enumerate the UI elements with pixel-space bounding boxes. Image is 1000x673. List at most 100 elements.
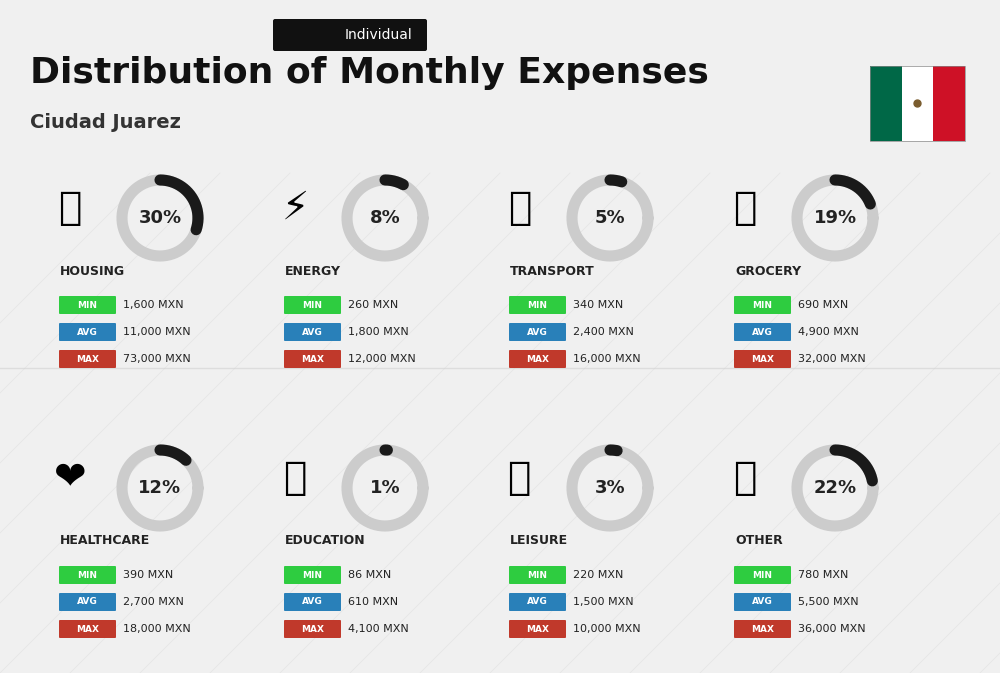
Text: MAX: MAX [526,625,549,633]
Text: 8%: 8% [370,209,400,227]
FancyBboxPatch shape [902,65,933,141]
FancyBboxPatch shape [734,593,791,611]
FancyBboxPatch shape [734,296,791,314]
Text: 32,000 MXN: 32,000 MXN [798,354,866,364]
Text: 610 MXN: 610 MXN [348,597,398,607]
Text: 12,000 MXN: 12,000 MXN [348,354,416,364]
FancyBboxPatch shape [734,323,791,341]
Text: 🛍️: 🛍️ [508,459,532,497]
Text: 1,800 MXN: 1,800 MXN [348,327,409,337]
Text: Distribution of Monthly Expenses: Distribution of Monthly Expenses [30,56,709,90]
Text: AVG: AVG [527,598,548,606]
FancyBboxPatch shape [59,296,116,314]
Text: MIN: MIN [528,301,548,310]
Text: 30%: 30% [138,209,182,227]
FancyBboxPatch shape [509,350,566,368]
Text: LEISURE: LEISURE [510,534,568,548]
Text: ⚡: ⚡ [281,189,309,227]
Text: 12%: 12% [138,479,182,497]
FancyBboxPatch shape [734,566,791,584]
FancyBboxPatch shape [734,620,791,638]
FancyBboxPatch shape [284,296,341,314]
Text: 4,100 MXN: 4,100 MXN [348,624,409,634]
Text: 16,000 MXN: 16,000 MXN [573,354,641,364]
Text: 1%: 1% [370,479,400,497]
Text: 690 MXN: 690 MXN [798,300,848,310]
Text: MAX: MAX [76,355,99,363]
Text: 🛒: 🛒 [733,189,757,227]
Text: MIN: MIN [302,571,322,579]
Text: AVG: AVG [752,328,773,336]
Text: MIN: MIN [78,571,98,579]
FancyBboxPatch shape [59,566,116,584]
Text: MIN: MIN [753,571,772,579]
Text: 260 MXN: 260 MXN [348,300,398,310]
Text: AVG: AVG [527,328,548,336]
Text: 2,700 MXN: 2,700 MXN [123,597,184,607]
Text: 💰: 💰 [733,459,757,497]
FancyBboxPatch shape [509,296,566,314]
FancyBboxPatch shape [284,620,341,638]
Text: 780 MXN: 780 MXN [798,570,848,580]
FancyBboxPatch shape [284,350,341,368]
Text: MIN: MIN [753,301,772,310]
Text: GROCERY: GROCERY [735,264,801,277]
Text: 340 MXN: 340 MXN [573,300,623,310]
Text: 220 MXN: 220 MXN [573,570,623,580]
Text: AVG: AVG [302,328,323,336]
FancyBboxPatch shape [59,323,116,341]
FancyBboxPatch shape [509,593,566,611]
FancyBboxPatch shape [509,620,566,638]
Text: 3%: 3% [595,479,625,497]
Text: 1,500 MXN: 1,500 MXN [573,597,634,607]
Text: AVG: AVG [77,598,98,606]
Text: 10,000 MXN: 10,000 MXN [573,624,641,634]
Text: 18,000 MXN: 18,000 MXN [123,624,191,634]
Text: 73,000 MXN: 73,000 MXN [123,354,191,364]
FancyBboxPatch shape [933,65,965,141]
Text: 390 MXN: 390 MXN [123,570,173,580]
Text: AVG: AVG [752,598,773,606]
Text: 🚌: 🚌 [508,189,532,227]
FancyBboxPatch shape [273,19,427,51]
Text: MAX: MAX [526,355,549,363]
Text: MAX: MAX [751,355,774,363]
FancyBboxPatch shape [59,350,116,368]
Text: MIN: MIN [302,301,322,310]
Text: 5,500 MXN: 5,500 MXN [798,597,859,607]
Text: AVG: AVG [77,328,98,336]
Text: 86 MXN: 86 MXN [348,570,391,580]
Text: MAX: MAX [751,625,774,633]
Text: MAX: MAX [301,355,324,363]
Text: HOUSING: HOUSING [60,264,125,277]
Text: Ciudad Juarez: Ciudad Juarez [30,114,181,133]
Text: 2,400 MXN: 2,400 MXN [573,327,634,337]
Text: MIN: MIN [528,571,548,579]
Text: MAX: MAX [76,625,99,633]
FancyBboxPatch shape [284,593,341,611]
Text: HEALTHCARE: HEALTHCARE [60,534,150,548]
FancyBboxPatch shape [509,323,566,341]
Text: MAX: MAX [301,625,324,633]
FancyBboxPatch shape [59,593,116,611]
Text: TRANSPORT: TRANSPORT [510,264,595,277]
FancyBboxPatch shape [284,566,341,584]
Text: 🎓: 🎓 [283,459,307,497]
Text: ❤️: ❤️ [54,459,86,497]
Text: EDUCATION: EDUCATION [285,534,366,548]
FancyBboxPatch shape [284,323,341,341]
FancyBboxPatch shape [870,65,902,141]
Text: 5%: 5% [595,209,625,227]
FancyBboxPatch shape [509,566,566,584]
Text: 19%: 19% [813,209,857,227]
Text: 4,900 MXN: 4,900 MXN [798,327,859,337]
Text: 22%: 22% [813,479,857,497]
Text: 🏢: 🏢 [58,189,82,227]
Text: MIN: MIN [78,301,98,310]
FancyBboxPatch shape [734,350,791,368]
Text: ENERGY: ENERGY [285,264,341,277]
Text: OTHER: OTHER [735,534,783,548]
Text: Individual: Individual [344,28,412,42]
Text: AVG: AVG [302,598,323,606]
Text: 1,600 MXN: 1,600 MXN [123,300,184,310]
